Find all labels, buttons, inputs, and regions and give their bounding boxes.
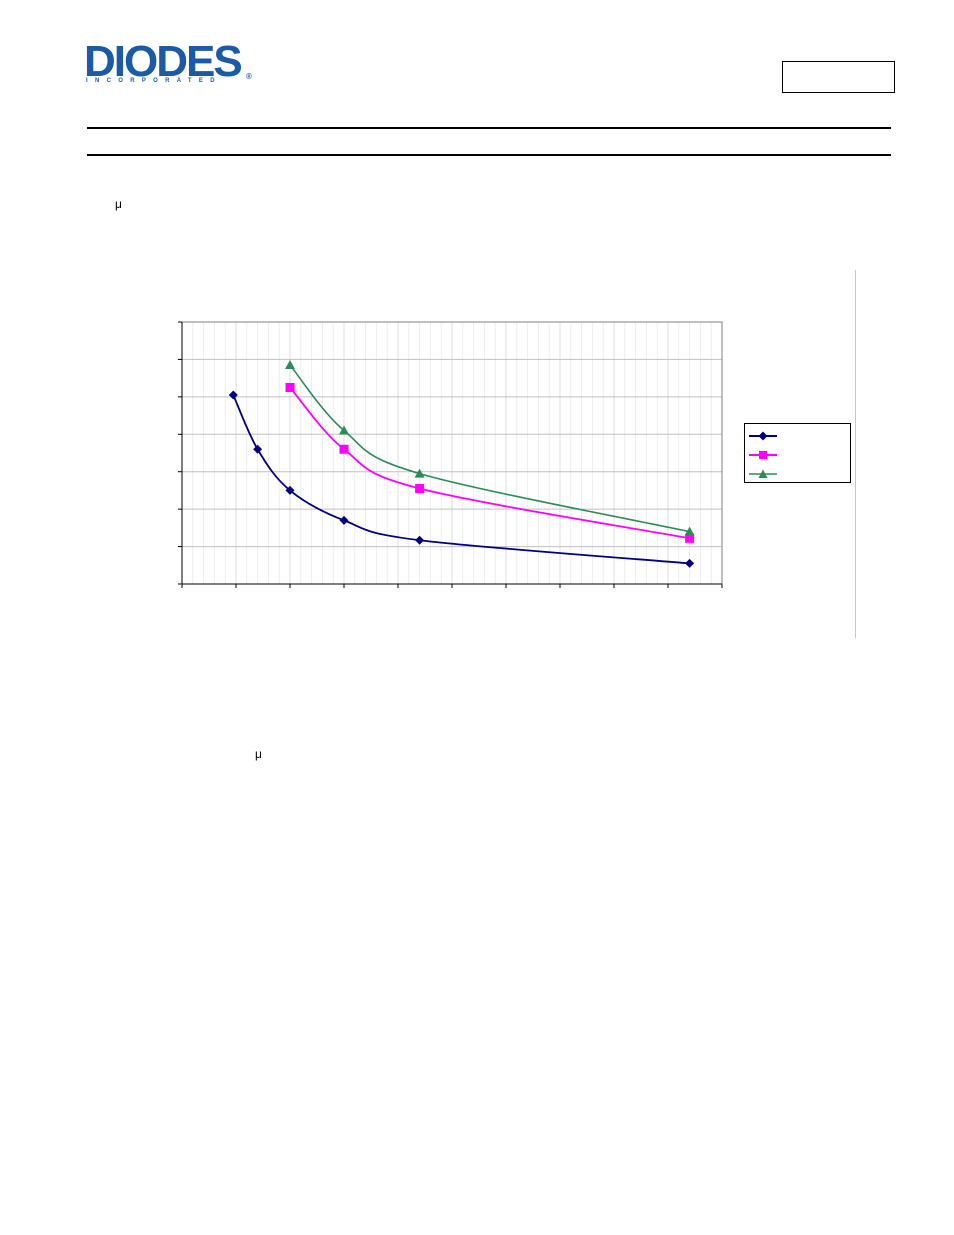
document-number-box [782, 61, 895, 93]
logo-subtext: INCORPORATED [86, 78, 222, 84]
series-1-point [339, 515, 349, 525]
series-3-point [285, 360, 295, 370]
diodes-logo: DIODES INCORPORATED ® [84, 40, 256, 88]
series-2-point [685, 533, 695, 543]
logo-registered-mark: ® [246, 72, 252, 81]
header-rule-bottom [87, 154, 891, 156]
series-1-point [685, 558, 695, 568]
series-1-point [415, 535, 425, 545]
mu-label-upper: μ [115, 197, 122, 211]
series-1-point [285, 485, 295, 495]
legend-swatch-series-3 [749, 469, 777, 478]
legend-swatch-series-2 [749, 451, 777, 459]
series-1-line [232, 394, 690, 565]
series-2-point [415, 484, 425, 494]
logo-wordmark: DIODES [84, 37, 243, 86]
legend-swatch-series-1 [749, 431, 777, 441]
series-3-line [289, 364, 690, 533]
series-1-point [253, 444, 263, 454]
series-1-point [228, 390, 238, 400]
series-3-point [684, 526, 695, 536]
legend-entry-series-2 [749, 449, 779, 461]
series-2-line [289, 386, 690, 540]
chart-legend [744, 423, 851, 483]
legend-entry-series-3 [749, 468, 779, 480]
legend-entry-series-1 [749, 430, 779, 442]
line-chart [178, 321, 723, 588]
header-rule-top [87, 127, 891, 129]
series-3-point [339, 425, 349, 435]
series-2-point [285, 383, 295, 392]
series-3-point [414, 468, 425, 478]
mu-label-lower: μ [255, 747, 262, 761]
chart-frame-right-edge [855, 270, 856, 638]
series-2-point [339, 444, 349, 454]
